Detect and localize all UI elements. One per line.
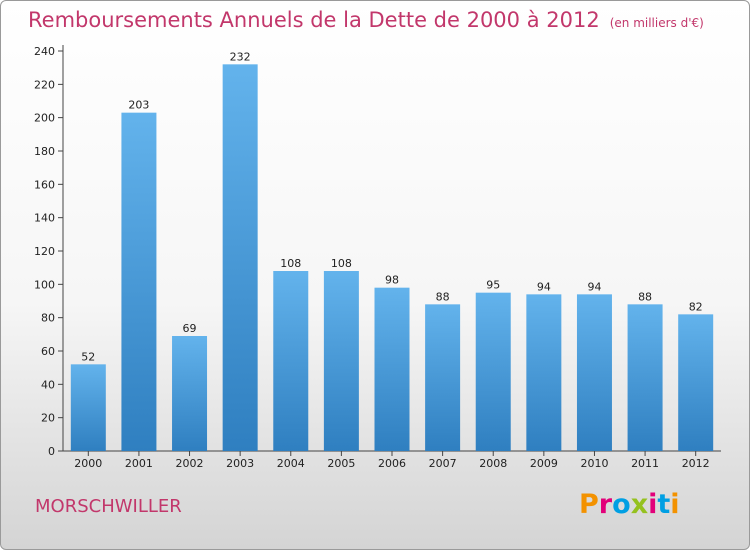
chart-title: Remboursements Annuels de la Dette de 20… [28,8,704,32]
value-label-2007: 88 [436,290,450,303]
logo-letter: x [630,489,649,520]
bar-2000 [70,364,106,451]
y-tick-label: 60 [41,345,55,358]
value-label-2008: 95 [486,279,500,292]
x-tick-label: 2004 [277,457,305,470]
value-label-2006: 98 [385,274,399,287]
value-labels: 52 203 69 232 108 108 98 88 95 94 94 88 82 [81,50,702,363]
title-unit: (en milliers d'€) [609,16,704,30]
logo-letter: i [648,489,658,520]
value-label-2005: 108 [331,257,352,270]
y-tick-label: 160 [34,178,55,191]
proxiti-logo: Proxiti [579,489,680,520]
commune-name: MORSCHWILLER [35,496,182,517]
value-label-2012: 82 [689,300,703,313]
bar-2010 [576,294,612,451]
x-tick-label: 2002 [176,457,204,470]
y-tick-label: 220 [34,78,55,91]
y-tick-label: 200 [34,112,55,125]
logo-letter: i [670,489,680,520]
bar-2002 [172,336,208,451]
bar-2001 [121,112,157,452]
y-tick-label: 100 [34,278,55,291]
y-tick-label: 240 [34,45,55,58]
x-tick-label: 2011 [631,457,659,470]
x-tick-label: 2009 [530,457,558,470]
y-axis: 0 20 40 60 80 100 120 140 160 180 200 220 240 [34,45,64,458]
bar-2009 [526,294,562,451]
x-tick-label: 2003 [226,457,254,470]
value-label-2002: 69 [183,322,197,335]
value-label-2010: 94 [587,280,601,293]
bar-2006 [374,287,410,451]
logo-letter: r [598,489,613,520]
y-tick-label: 180 [34,145,55,158]
y-tick-label: 120 [34,245,55,258]
logo-letter: P [579,489,599,520]
x-tick-label: 2000 [74,457,102,470]
bar-2005 [323,271,359,451]
bar-2007 [425,304,461,451]
logo-letter: t [657,489,671,520]
value-label-2004: 108 [280,257,301,270]
bar-2011 [627,304,663,451]
value-label-2009: 94 [537,280,551,293]
x-tick-label: 2005 [327,457,355,470]
value-label-2001: 203 [128,99,149,112]
bar-2004 [273,271,309,451]
x-tick-label: 2001 [125,457,153,470]
x-tick-label: 2010 [580,457,608,470]
y-tick-label: 80 [41,312,55,325]
title-text: Remboursements Annuels de la Dette de 20… [28,8,600,32]
x-tick-label: 2012 [682,457,710,470]
bars [70,64,714,452]
value-label-2003: 232 [230,50,251,63]
bar-2003 [222,64,258,452]
bar-2012 [678,314,714,451]
x-tick-label: 2008 [479,457,507,470]
x-tick-label: 2007 [429,457,457,470]
value-label-2000: 52 [81,350,95,363]
y-tick-label: 0 [48,445,55,458]
value-label-2011: 88 [638,290,652,303]
y-tick-label: 140 [34,212,55,225]
y-tick-label: 20 [41,412,55,425]
bar-2008 [475,292,511,451]
y-tick-label: 40 [41,378,55,391]
logo-letter: o [612,489,631,520]
x-tick-label: 2006 [378,457,406,470]
x-axis: 2000 2001 2002 2003 2004 2005 2006 2007 2008 2009… [63,450,721,470]
